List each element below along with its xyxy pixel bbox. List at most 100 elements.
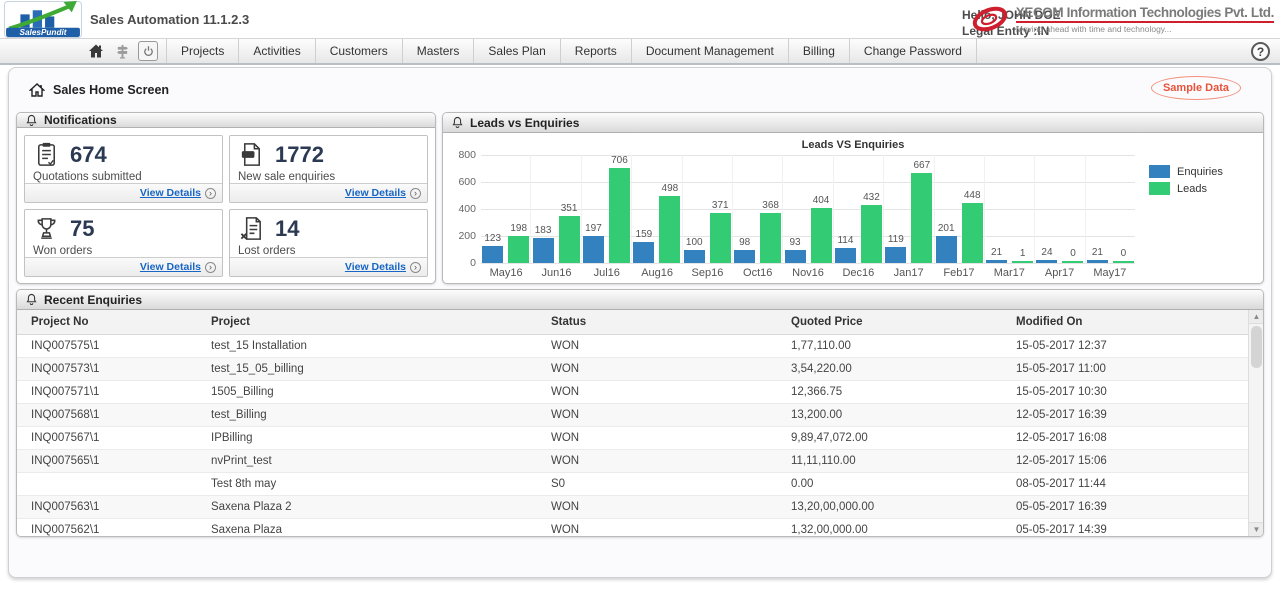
bar-value-label: 21	[1091, 247, 1103, 259]
scroll-up-icon[interactable]: ▲	[1249, 310, 1263, 324]
bell-icon	[25, 114, 38, 127]
notification-card-new-sale-enquiries: NEW 1772 New sale enquiries View Details	[229, 135, 428, 203]
help-icon[interactable]: ?	[1251, 42, 1270, 61]
x-axis-label: Jun16	[541, 267, 572, 279]
table-row[interactable]: INQ007575\1 test_15 Installation WON 1,77,1…	[17, 334, 1248, 358]
column-header-project[interactable]: Project	[197, 310, 537, 335]
chart-group-may17: 21 0	[1084, 155, 1135, 263]
content-container: Sales Home Screen Sample Data Notificati…	[8, 67, 1272, 578]
nav-tab-customers[interactable]: Customers	[316, 39, 403, 63]
table-cell: INQ007575\1	[17, 334, 197, 358]
table-cell: INQ007568\1	[17, 403, 197, 427]
table-cell: 1505_Billing	[197, 380, 537, 404]
leads-vs-enquiries-chart: Leads VS Enquiries 0 200 400 600 800 123 198 1…	[443, 133, 1263, 283]
nav-tab-change-password[interactable]: Change Password	[850, 39, 977, 63]
recent-enquiries-table: Project No Project Status Quoted Price Modif…	[17, 310, 1248, 536]
table-cell: INQ007573\1	[17, 357, 197, 381]
bar-value-label: 432	[863, 191, 880, 203]
table-cell: 1,32,00,000.00	[777, 518, 1002, 536]
bar-enquiries-feb17: 201	[935, 223, 957, 263]
nav-tab-document-management[interactable]: Document Management	[632, 39, 789, 63]
table-row[interactable]: INQ007568\1 test_Billing WON 13,200.00 12-05…	[17, 403, 1248, 427]
bar-leads-may16: 198	[508, 223, 530, 263]
nav-tab-projects[interactable]: Projects	[166, 39, 240, 63]
bar-leads-jul16: 706	[608, 155, 630, 263]
view-details-arrow-icon[interactable]	[410, 261, 421, 273]
card-label: Lost orders	[238, 245, 296, 257]
svg-text:SalesPundit: SalesPundit	[20, 28, 68, 37]
view-details-link[interactable]: View Details	[139, 187, 201, 199]
table-cell: 3,54,220.00	[777, 357, 1002, 381]
table-row[interactable]: INQ007563\1 Saxena Plaza 2 WON 13,20,00,000…	[17, 495, 1248, 519]
table-cell: INQ007562\1	[17, 518, 197, 536]
chart-group-apr17: 24 0	[1034, 155, 1084, 263]
legend-swatch	[1149, 165, 1170, 178]
nav-tab-masters[interactable]: Masters	[403, 39, 475, 63]
table-cell: WON	[537, 334, 777, 358]
bar-value-label: 100	[685, 236, 703, 248]
nav-tab-reports[interactable]: Reports	[561, 39, 632, 63]
y-axis-tick: 800	[458, 149, 476, 161]
view-details-link[interactable]: View Details	[344, 187, 406, 199]
column-header-project-no[interactable]: Project No	[17, 310, 197, 335]
table-row[interactable]: INQ007573\1 test_15_05_billing WON 3,54,220…	[17, 357, 1248, 381]
salespundit-logo: SalesPundit	[4, 1, 82, 38]
x-axis-label: Feb17	[943, 267, 975, 279]
table-scrollbar[interactable]: ▲ ▼	[1248, 310, 1263, 536]
signpost-icon[interactable]	[112, 41, 132, 61]
bar-enquiries-sep16: 100	[683, 237, 705, 263]
home-icon[interactable]	[86, 41, 106, 61]
column-header-status[interactable]: Status	[537, 310, 777, 335]
chart-group-nov16: 93 404	[782, 155, 832, 263]
x-axis-label: Sep16	[691, 267, 724, 279]
table-row[interactable]: INQ007567\1 IPBilling WON 9,89,47,072.00 12-…	[17, 426, 1248, 450]
y-axis-tick: 600	[458, 176, 476, 188]
nav-tab-activities[interactable]: Activities	[239, 39, 316, 63]
column-header-quoted-price[interactable]: Quoted Price	[777, 310, 1002, 335]
card-value: 75	[70, 215, 95, 241]
bar-value-label: 183	[534, 225, 552, 237]
notification-card-quotations-submitted: 674 Quotations submitted View Details	[24, 135, 223, 203]
view-details-link[interactable]: View Details	[344, 261, 406, 273]
view-details-arrow-icon[interactable]	[205, 261, 216, 273]
bar-enquiries-mar17: 21	[986, 247, 1008, 263]
table-cell: Saxena Plaza	[197, 518, 537, 536]
scroll-down-icon[interactable]: ▼	[1249, 522, 1263, 536]
table-cell: INQ007567\1	[17, 426, 197, 450]
legend-item-enquiries: Enquiries	[1149, 165, 1257, 178]
bar-value-label: 119	[887, 233, 904, 245]
notifications-panel: Notifications 674 Quotations submitted Vie…	[16, 112, 436, 284]
table-cell: 15-05-2017 11:00	[1002, 357, 1248, 381]
table-cell: WON	[537, 380, 777, 404]
table-row[interactable]: INQ007562\1 Saxena Plaza WON 1,32,00,000.00…	[17, 518, 1248, 536]
column-header-modified-on[interactable]: Modified On	[1002, 310, 1248, 335]
bar-enquiries-aug16: 159	[633, 229, 655, 263]
table-cell: 13,20,00,000.00	[777, 495, 1002, 519]
bar-leads-dec16: 432	[860, 192, 882, 263]
table-cell: WON	[537, 449, 777, 473]
nav-tabs: Projects Activities Customers Masters Sales …	[166, 39, 977, 63]
bar-leads-oct16: 368	[760, 200, 782, 263]
x-axis-label: Jul16	[593, 267, 620, 279]
bar-enquiries-may17: 21	[1086, 247, 1108, 263]
x-axis-label: Jan17	[893, 267, 924, 279]
chart-legend: Enquiries Leads	[1135, 155, 1257, 279]
scrollbar-thumb[interactable]	[1251, 326, 1262, 368]
notification-cards: 674 Quotations submitted View Details NEW 17…	[17, 128, 435, 283]
table-row[interactable]: INQ007565\1 nvPrint_test WON 11,11,110.00 12…	[17, 449, 1248, 473]
nav-tab-sales-plan[interactable]: Sales Plan	[474, 39, 561, 63]
table-header-row: Project No Project Status Quoted Price Modif…	[17, 310, 1248, 335]
nav-tab-billing[interactable]: Billing	[789, 39, 850, 63]
bar-enquiries-nov16: 93	[784, 237, 806, 263]
bar-value-label: 667	[913, 159, 931, 171]
recent-enquiries-panel: Recent Enquiries Project No Project Status…	[16, 289, 1264, 537]
view-details-arrow-icon[interactable]	[410, 187, 421, 199]
bar-value-label: 198	[510, 223, 528, 235]
table-row[interactable]: Test 8th may S0 0.00 08-05-2017 11:44	[17, 472, 1248, 496]
table-row[interactable]: INQ007571\1 1505_Billing WON 12,366.75 15-05…	[17, 380, 1248, 404]
xecom-logo: XECOM Information Technologies Pvt. Ltd.…	[968, 3, 1274, 35]
view-details-link[interactable]: View Details	[139, 261, 201, 273]
view-details-arrow-icon[interactable]	[205, 187, 216, 199]
new-enquiries-icon: NEW	[238, 141, 265, 168]
power-icon[interactable]	[138, 41, 158, 61]
